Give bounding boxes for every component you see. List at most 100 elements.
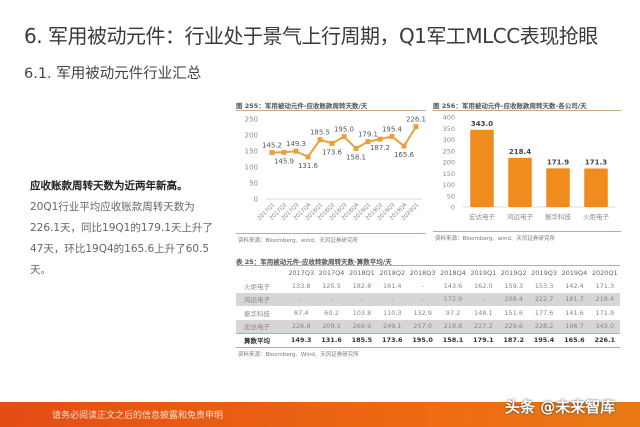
table-cell: 162.0: [474, 281, 493, 290]
bar-chart-source: 资料来源：Bloomberg、wind、天风证券研究所: [435, 236, 555, 242]
data-label: 195.0: [334, 126, 354, 134]
y-tick-label: 50: [447, 192, 455, 200]
column-header: 2019Q2: [500, 268, 527, 277]
data-label: 187.2: [370, 144, 390, 152]
y-tick-label: 50: [249, 180, 258, 188]
table-cell: 177.6: [534, 309, 554, 318]
y-tick-label: 300: [443, 136, 455, 144]
table-row: 鸿远电子 - - - - -172.9-208.4 222.7 181.7 218.4: [236, 292, 620, 307]
table-cell: -: [407, 292, 438, 307]
y-tick-label: 400: [443, 114, 455, 122]
data-point: [329, 140, 335, 146]
data-point: [401, 143, 407, 149]
table-cell: 149.3: [290, 336, 312, 345]
x-tick-label: 振华科技: [545, 212, 572, 221]
row-label: 宏达电子: [236, 319, 286, 334]
table-row: 火炬电子 133.8 125.5 182.8 161.4 - 143.6 162.0 159.3…: [236, 279, 620, 293]
data-label: 179.1: [358, 131, 378, 139]
x-tick-label: 火炬电子: [583, 212, 610, 221]
table-cell: 173.6: [381, 336, 403, 345]
y-tick-label: 0: [451, 204, 455, 212]
column-header: 2018Q2: [379, 268, 406, 277]
data-label: 195.4: [382, 125, 403, 133]
table-cell: -: [421, 281, 424, 290]
table-cell: 226.8: [286, 319, 317, 334]
data-label: 171.3: [585, 158, 607, 166]
column-header: 2020Q1: [591, 268, 618, 277]
table-cell: 158.1: [442, 336, 464, 345]
data-label: 165.6: [394, 151, 415, 159]
data-label: 145.9: [274, 157, 294, 165]
data-label: 185.5: [310, 129, 330, 137]
table-cell: -: [377, 292, 408, 307]
column-header: 2018Q1: [349, 268, 375, 277]
table-cell: 195.4: [533, 336, 555, 345]
table-cell: 172.9: [437, 292, 469, 307]
divider: [433, 231, 621, 232]
data-point: [293, 148, 299, 154]
data-point: [389, 133, 395, 139]
row-label: 火炬电子: [244, 282, 270, 291]
y-tick-label: 350: [443, 125, 455, 133]
row-label: 算数平均: [244, 337, 270, 346]
y-tick-label: 100: [245, 164, 258, 172]
table-cell: 60.2: [324, 309, 339, 318]
table-row: 算数平均 149.3 131.6 185.5 173.6 195.0 158.1 179.1 1…: [236, 333, 620, 348]
data-point: [269, 150, 275, 156]
subsection-title: 6.1. 军用被动元件行业汇总: [24, 66, 202, 82]
data-label: 226.1: [406, 116, 426, 124]
summary-highlight: 应收账款周转天数为近两年新高。: [30, 180, 188, 192]
data-point: [341, 134, 347, 140]
table-source: 资料来源：Bloomberg、Wind、天风证券研究所: [238, 352, 359, 358]
line-chart-title: 图 255：军用被动元件-应收账款周转天数/天: [236, 102, 368, 110]
table-cell: 249.1: [377, 319, 408, 334]
table-cell: 110.3: [382, 309, 402, 318]
table-header-row: 2017Q3 2017Q4 2018Q1 2018Q2 2018Q3 2018Q4 2019…: [236, 265, 620, 280]
y-tick-label: 150: [245, 148, 258, 156]
table-cell: 97.2: [445, 309, 461, 318]
summary-text: 20Q1行业平均应收账款周转天数为226.1天，同比19Q1的179.1天上升了…: [30, 201, 213, 276]
bar: [584, 168, 608, 207]
bar: [546, 168, 570, 207]
table-cell: -: [468, 292, 499, 307]
data-point: [317, 137, 323, 143]
data-label: 149.3: [286, 140, 306, 148]
table-cell: 131.6: [321, 336, 342, 345]
watermark: 头条 @未来智库: [505, 398, 616, 416]
divider: [236, 233, 426, 234]
y-tick-label: 250: [443, 147, 455, 155]
data-label: 218.4: [509, 148, 531, 156]
row-label: 鸿远电子: [236, 292, 286, 307]
bar: [508, 157, 532, 207]
table-cell: -: [346, 292, 378, 307]
bar-chart: 0 50 100 150 200 250 300 350 400 343.0 宏达电子 218.4 鸿远…: [443, 114, 615, 221]
table-cell: 171.9: [595, 309, 615, 318]
divider: [433, 110, 621, 111]
table-cell: 132.9: [413, 309, 432, 318]
data-label: 173.6: [322, 148, 343, 156]
table-cell: 226.1: [594, 336, 616, 345]
column-header: 2019Q3: [531, 268, 557, 277]
column-header: 2017Q3: [288, 268, 315, 277]
table-cell: 148.1: [474, 309, 493, 318]
column-header: 2019Q4: [561, 268, 588, 277]
row-label: 振华科技: [244, 310, 270, 319]
table-cell: 153.3: [534, 281, 554, 290]
column-header: 2018Q4: [440, 268, 466, 277]
y-tick-label: 250: [245, 116, 258, 124]
table-cell: 182.8: [352, 281, 372, 290]
data-label: 171.9: [547, 158, 569, 166]
column-header: 2018Q3: [409, 268, 436, 277]
table-cell: 133.8: [291, 281, 311, 290]
line-chart-source: 资料来源：Bloomberg、wind、天风证券研究所: [238, 238, 358, 244]
table-cell: 218.8: [437, 319, 469, 334]
table-cell: 343.0: [589, 319, 620, 334]
table-title: 表 25：军用被动元件-应收转款周转天数-算数平均/天: [236, 258, 392, 266]
y-tick-label: 200: [443, 159, 455, 167]
data-label: 145.2: [262, 142, 282, 150]
data-label: 343.0: [471, 120, 493, 128]
table-cell: -: [286, 292, 317, 307]
table-cell: 143.6: [443, 281, 463, 290]
x-tick-label: 宏达电子: [469, 212, 496, 221]
data-point: [305, 154, 311, 160]
